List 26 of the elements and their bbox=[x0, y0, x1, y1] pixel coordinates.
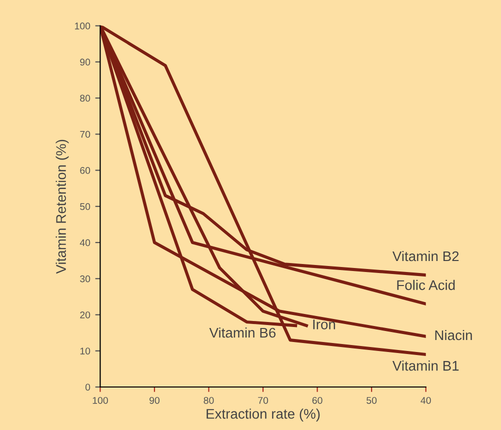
y-tick-label: 100 bbox=[75, 22, 90, 30]
y-tick-label: 30 bbox=[80, 275, 90, 282]
series-label: Vitamin B2 bbox=[392, 250, 459, 262]
y-tick-label: 80 bbox=[80, 94, 90, 102]
y-tick-label: 50 bbox=[80, 203, 90, 210]
y-tick-label: 70 bbox=[80, 130, 90, 138]
series-label: Vitamin B1 bbox=[392, 360, 459, 371]
series-label: Folic Acid bbox=[397, 280, 455, 290]
x-tick-label: 70 bbox=[258, 396, 268, 404]
x-tick-label: 100 bbox=[92, 396, 108, 404]
y-tick-label: 0 bbox=[85, 384, 90, 391]
x-tick-label: 50 bbox=[366, 396, 377, 404]
y-tick-label: 90 bbox=[80, 58, 90, 66]
y-tick-label: 40 bbox=[80, 239, 90, 246]
y-tick-label: 10 bbox=[80, 348, 90, 354]
y-axis-title: Vitamin Retention (%) bbox=[56, 140, 69, 274]
series-label: Vitamin B6 bbox=[209, 327, 276, 338]
x-tick-label: 60 bbox=[312, 396, 322, 404]
x-tick-label: 40 bbox=[420, 396, 431, 404]
y-tick-label: 60 bbox=[80, 167, 90, 174]
x-tick-label: 80 bbox=[204, 396, 214, 404]
y-tick-label: 20 bbox=[80, 311, 90, 318]
series-label: Niacin bbox=[435, 330, 472, 340]
series-label: Iron bbox=[313, 320, 336, 330]
x-tick-label: 90 bbox=[150, 396, 160, 404]
x-axis-title: Extraction rate (%) bbox=[206, 408, 320, 422]
